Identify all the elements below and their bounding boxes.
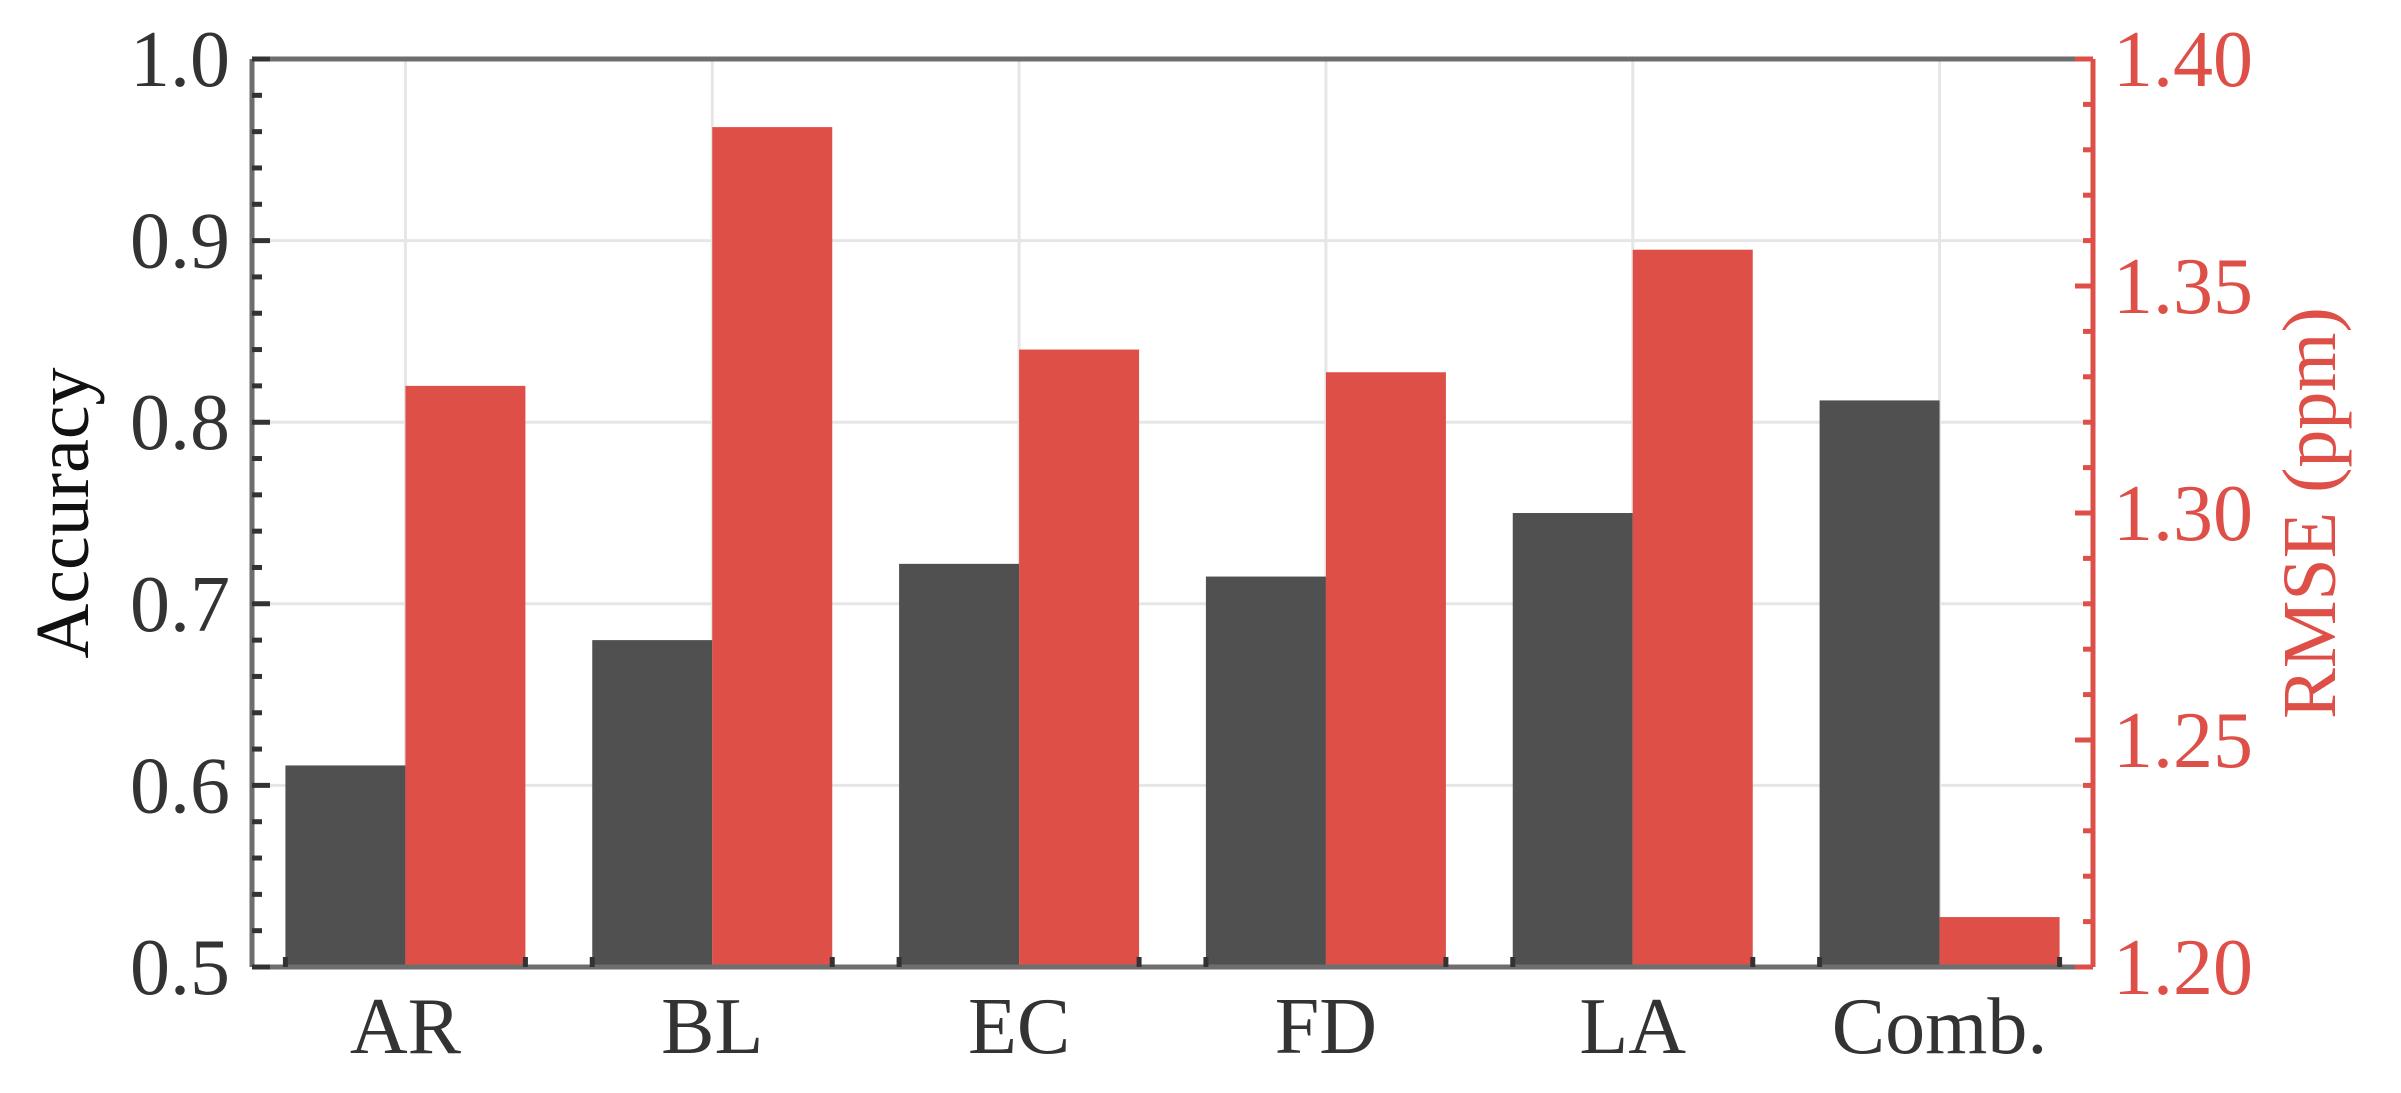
y-tick-label-right: 1.20 [2113, 924, 2253, 1012]
x-tick-label: EC [968, 983, 1070, 1071]
axis-ticks [252, 56, 2093, 970]
bar-accuracy-fd [1205, 576, 1326, 967]
x-tick-label: AR [350, 983, 462, 1071]
y-tick-label-left: 0.8 [130, 379, 230, 467]
y-tick-label-left: 0.7 [130, 561, 230, 649]
y-tick-label-right: 1.40 [2113, 16, 2253, 104]
bar-accuracy-la [1512, 513, 1633, 967]
y-tick-label-left: 0.6 [130, 742, 230, 830]
y-tick-label-right: 1.35 [2113, 243, 2253, 331]
tick-labels: 0.5 0.6 0.7 0.8 0.9 1.0 1.20 1.25 1.30 1.35 1.40 AR… [130, 16, 2253, 1071]
y-axis-title-right: RMSE (ppm) [2268, 307, 2352, 719]
bar-rmse-fd [1325, 372, 1446, 967]
y-axis-title-left: Accuracy [21, 367, 105, 658]
y-tick-label-left: 0.5 [130, 924, 230, 1012]
bar-rmse-ar [405, 385, 526, 967]
bar-rmse-la [1632, 249, 1753, 967]
bar-rmse-comb [1939, 917, 2060, 967]
x-tick-label: LA [1579, 983, 1686, 1071]
bar-rmse-bl [712, 127, 833, 968]
bar-accuracy-ec [899, 563, 1020, 967]
bars [285, 127, 2060, 968]
y-tick-label-right: 1.25 [2113, 697, 2253, 785]
bar-accuracy-ar [285, 765, 406, 967]
x-tick-label: BL [661, 983, 763, 1071]
x-tick-label: Comb. [1832, 983, 2048, 1071]
bar-accuracy-bl [592, 640, 713, 967]
bar-accuracy-comb [1819, 400, 1940, 968]
plot-frame [249, 56, 2096, 970]
bar-rmse-ec [1019, 349, 1140, 967]
grid-lines [252, 57, 2093, 969]
y-tick-label-right: 1.30 [2113, 470, 2253, 558]
y-tick-label-left: 0.9 [130, 198, 230, 286]
y-tick-label-left: 1.0 [130, 16, 230, 104]
x-tick-label: FD [1275, 983, 1377, 1071]
